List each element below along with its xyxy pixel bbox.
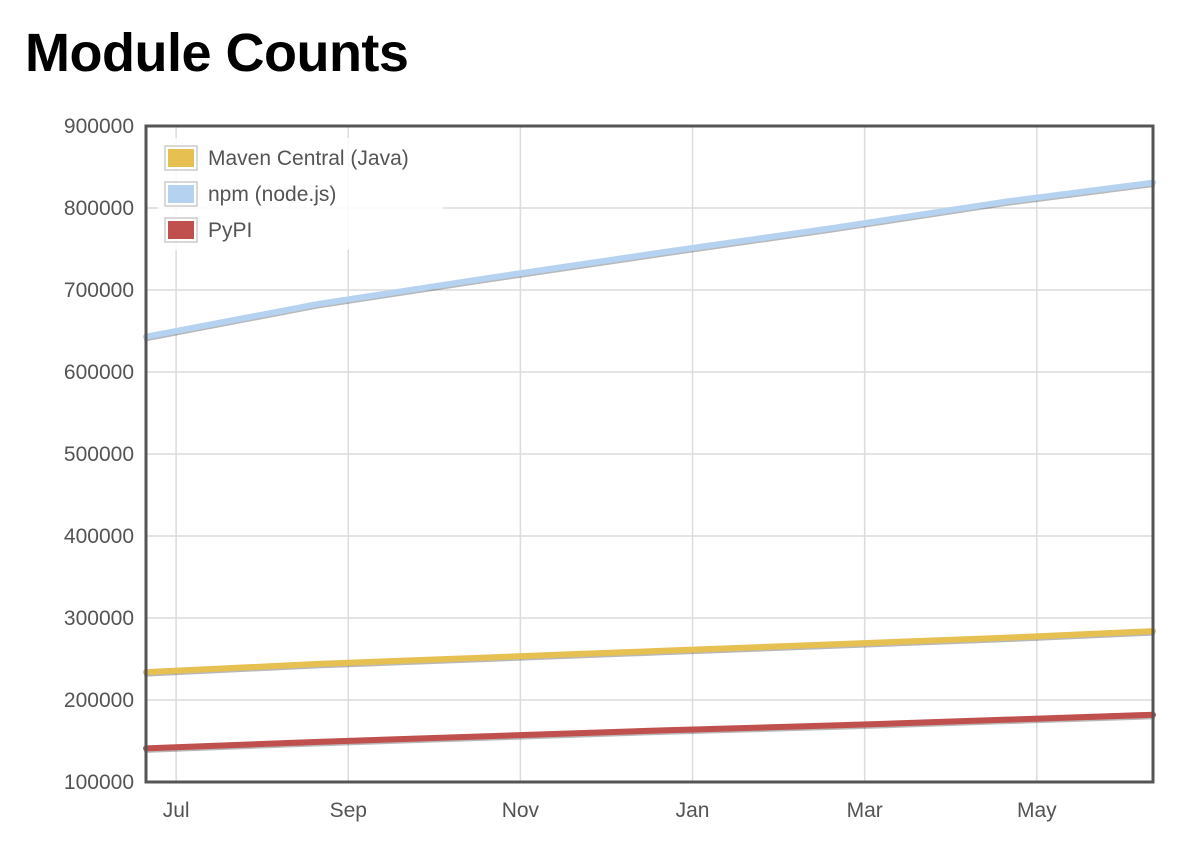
chart-title: Module Counts: [25, 23, 409, 83]
legend-background: [158, 138, 443, 250]
y-tick-label: 800000: [64, 197, 134, 220]
y-tick-label: 200000: [64, 689, 134, 712]
series-lines: [143, 179, 1156, 753]
legend-label: PyPI: [208, 219, 252, 242]
x-tick-label: Jan: [676, 799, 710, 822]
y-tick-label: 100000: [64, 771, 134, 794]
x-tick-label: Nov: [502, 799, 540, 822]
x-tick-label: Sep: [330, 799, 367, 822]
legend-swatch: [168, 185, 194, 203]
series-line-2: [143, 711, 1156, 752]
series-line-0: [143, 628, 1156, 676]
x-tick-label: Mar: [847, 799, 883, 822]
legend-swatch: [168, 149, 194, 167]
legend-label: npm (node.js): [208, 183, 336, 206]
y-tick-label: 900000: [64, 115, 134, 138]
x-tick-label: Jul: [163, 799, 190, 822]
legend-label: Maven Central (Java): [208, 147, 409, 170]
y-tick-label: 300000: [64, 607, 134, 630]
legend-swatch: [168, 221, 194, 239]
y-tick-label: 500000: [64, 443, 134, 466]
plot-frame: [144, 124, 1155, 784]
y-tick-label: 400000: [64, 525, 134, 548]
legend: Maven Central (Java) npm (node.js) PyPI: [158, 138, 443, 250]
y-tick-label: 600000: [64, 361, 134, 384]
y-tick-label: 700000: [64, 279, 134, 302]
y-axis-ticks: 900000 800000 700000 600000 500000 400000 3000…: [64, 115, 134, 794]
x-axis-ticks: Jul Sep Nov Jan Mar May: [163, 799, 1057, 822]
x-tick-label: May: [1017, 799, 1057, 822]
